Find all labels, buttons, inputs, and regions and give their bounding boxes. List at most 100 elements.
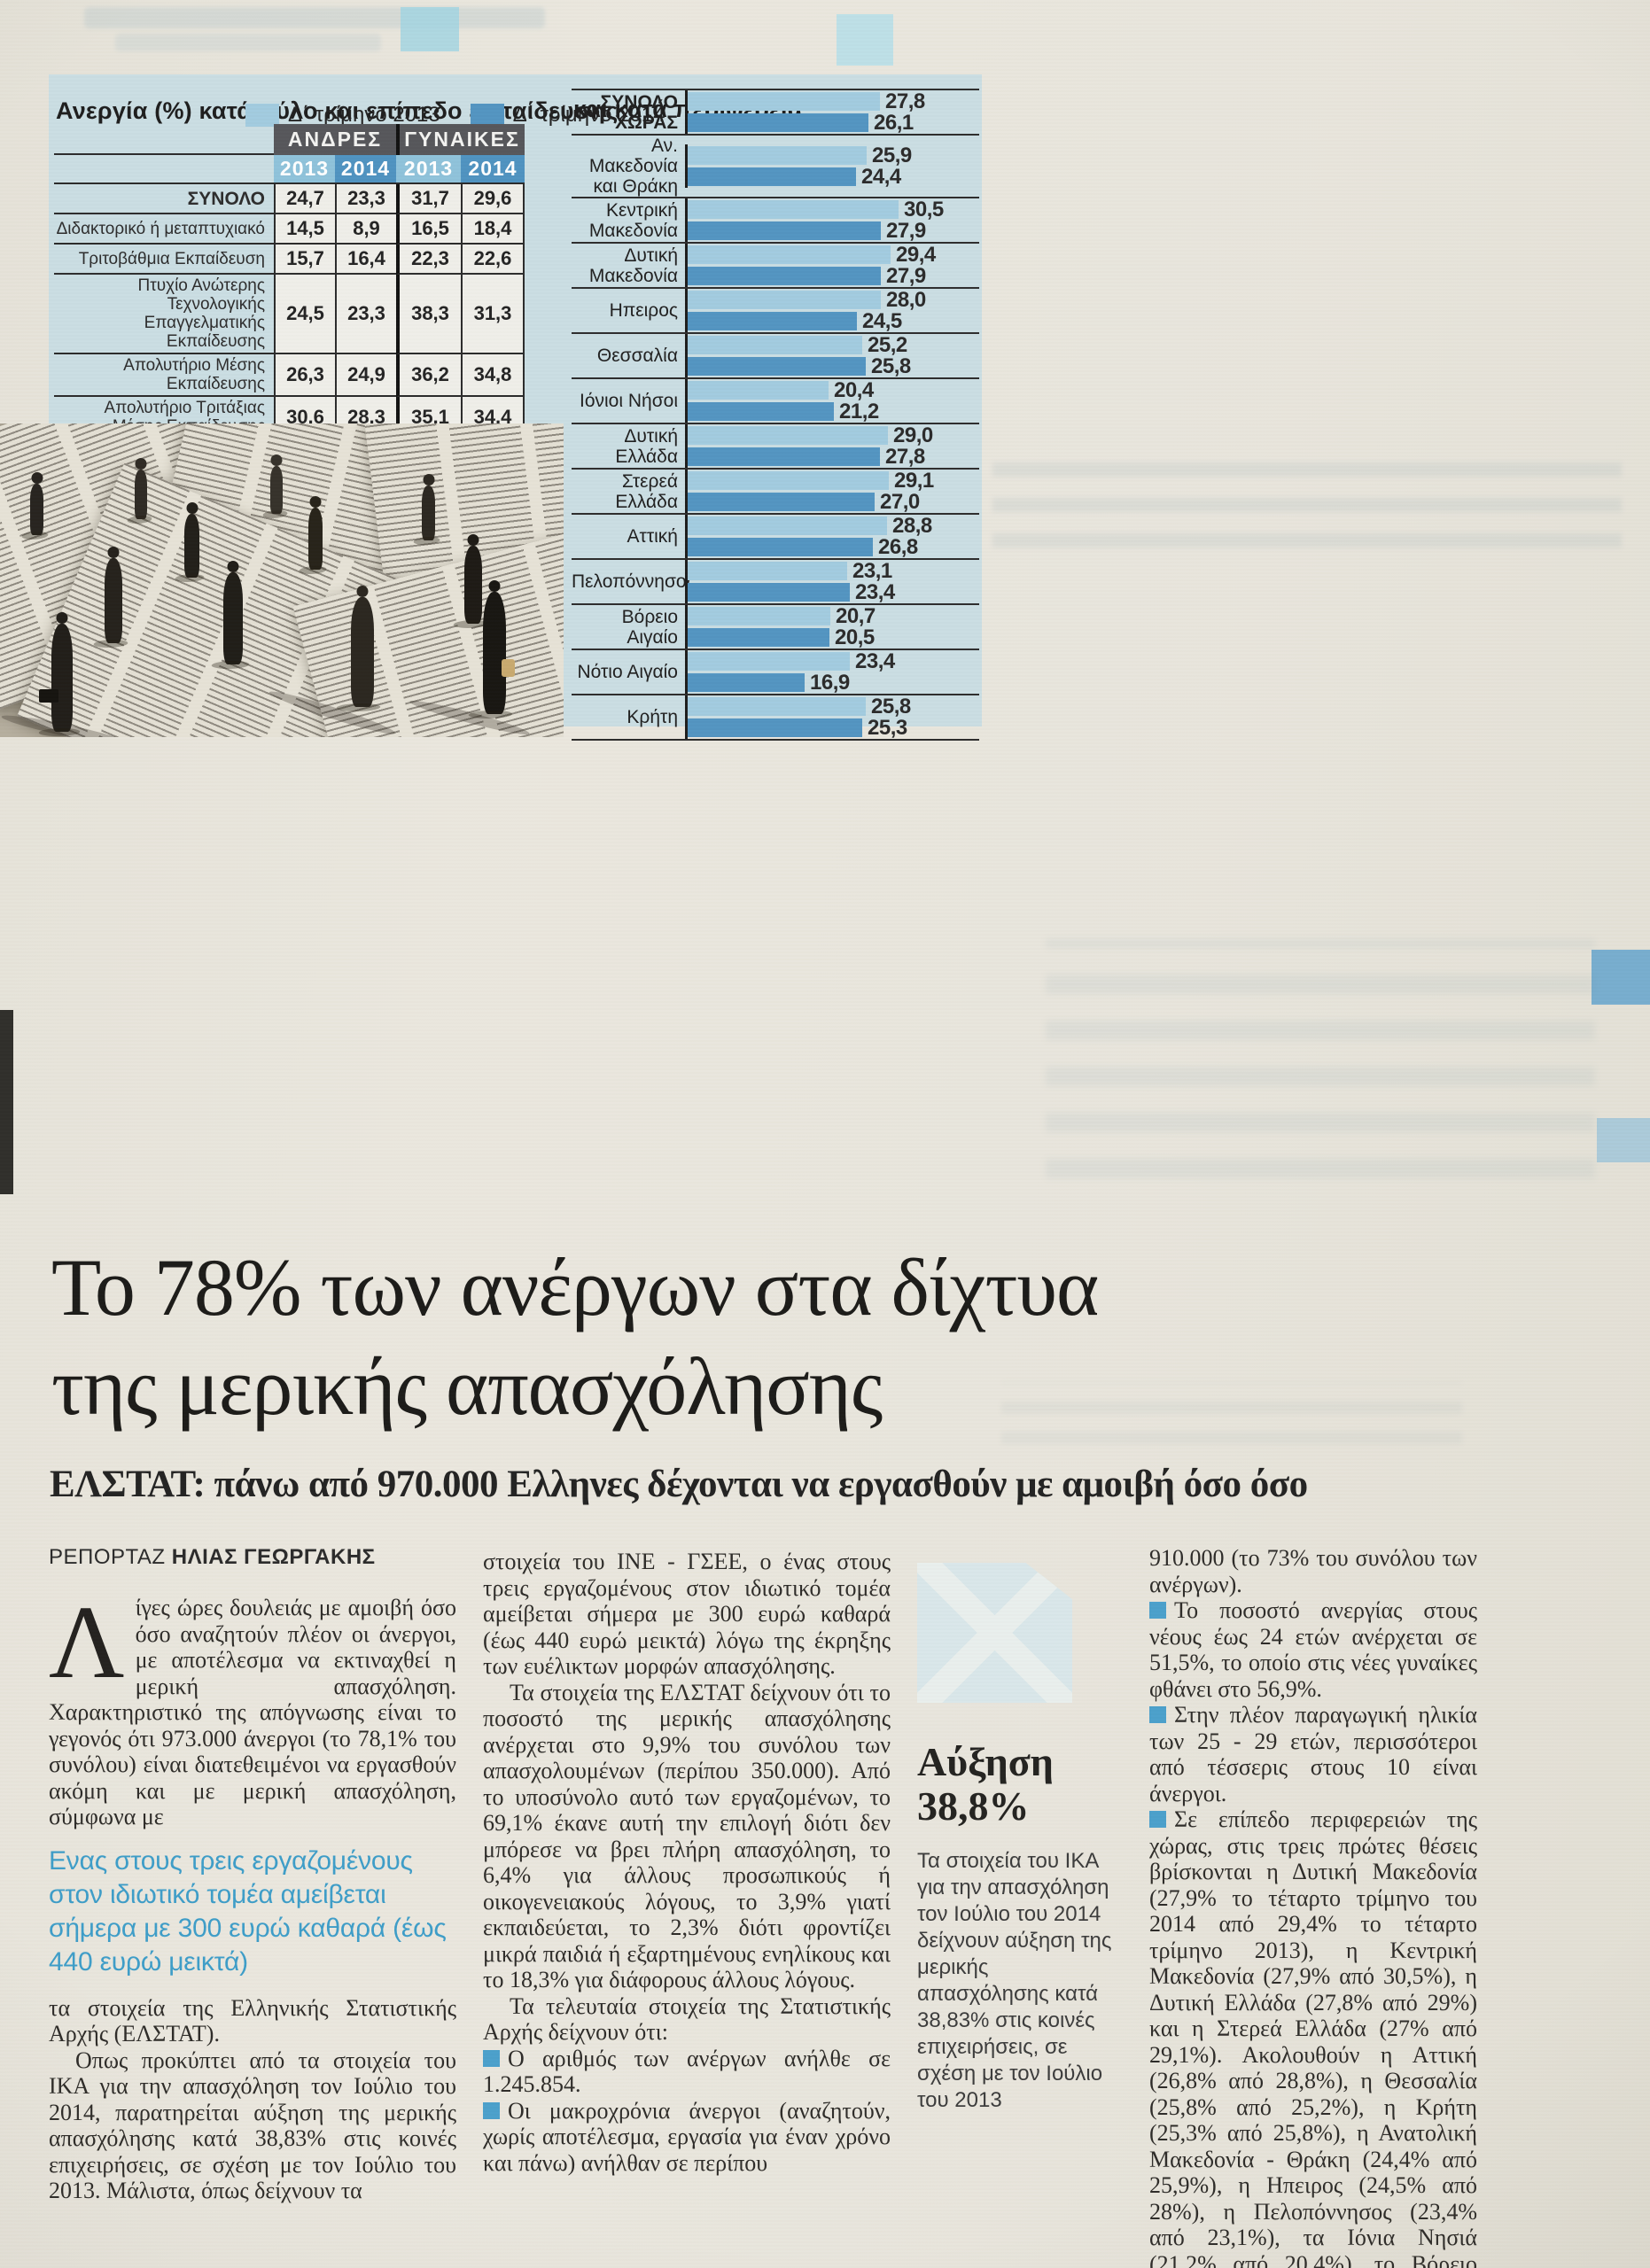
person-silhouette [308,508,323,570]
region-bars: 29,0 27,8 [685,423,979,469]
bullet-text: Στην πλέον παραγωγική ηλικία των 25 - 29… [1149,1702,1477,1806]
region-bar-line: 25,8 [688,694,979,718]
bullet-item: Σε επίπεδο περιφερειών της χώρας, στις τ… [1149,1806,1477,2268]
region-bar-line: 23,4 [688,649,979,673]
region-bar-line: 30,5 [688,198,979,221]
person-silhouette [184,514,199,578]
bar-value-label: 24,4 [861,164,901,189]
article-column-4: 910.000 (το 73% του συνόλου των ανέργων)… [1149,1540,1477,2268]
region-label: Νότιο Αιγαίο [577,662,678,682]
region-label: Δυτική Ελλάδα [615,425,678,467]
bullet-square-icon [483,2049,500,2067]
region-bar-line: 27,0 [688,490,979,514]
region-bar-line: 20,7 [688,604,979,628]
bleed-through-text [992,441,1622,548]
bar-2013 [688,336,862,354]
region-bar-line: 24,4 [688,165,979,189]
bullet-item: Το ποσοστό ανεργίας στους νέους έως 24 ε… [1149,1597,1477,1702]
region-bars: 27,8 26,1 [685,89,979,135]
region-row: ΣΥΝΟΛΟ ΧΩΡΑΣ 27,8 26,1 [572,89,979,136]
region-label: Αττική [627,526,678,547]
education-chart-title: Ανεργία (%) κατά φύλο και επίπεδο εκπαίδ… [56,97,619,125]
bar-2014 [688,312,857,330]
region-bars: 20,7 20,5 [685,604,979,649]
scan-artifact [837,14,893,66]
region-bar-chart: ΣΥΝΟΛΟ ΧΩΡΑΣ 27,8 26,1 Αν. Μακεδονία και Θρ… [572,89,979,741]
bar-value-label: 26,1 [874,110,914,135]
bullet-text: Σε επίπεδο περιφερειών της χώρας, στις τ… [1149,1806,1477,2268]
edu-value-cell: 18,4 [461,214,525,245]
bar-2014 [688,167,856,186]
region-row: Κεντρική Μακεδονία 30,5 27,9 [572,198,979,244]
bar-2013 [688,562,847,580]
region-bar-line: 28,0 [688,288,979,312]
edu-group-header: ΑΝΔΡΕΣ [274,124,396,155]
region-label: Στερεά Ελλάδα [615,470,678,512]
bar-2014 [688,718,862,737]
headline-line1: Το 78% των ανέργων στα δίχτυα [51,1241,1099,1332]
edu-value-cell: 24,9 [335,354,396,397]
headline: Το 78% των ανέργων στα δίχτυα της μερικής… [51,1238,1099,1436]
legend-swatch-icon [470,104,504,127]
bar-value-label: 28,0 [886,287,926,312]
edu-value-cell: 16,5 [396,214,461,245]
bullet-text: Το ποσοστό ανεργίας στους νέους έως 24 ε… [1149,1597,1477,1702]
bar-value-label: 20,4 [834,377,874,402]
region-label: Κρήτη [627,707,678,727]
region-bars: 23,1 23,4 [685,559,979,604]
bleed-through-text [115,34,381,51]
edu-value-cell: 24,7 [274,184,335,214]
bullet-square-icon [1149,1811,1166,1828]
region-bars: 20,4 21,2 [685,377,979,423]
bar-value-label: 23,4 [855,579,895,604]
bar-value-label: 27,9 [886,263,926,288]
handbag [502,659,515,677]
bar-value-label: 25,8 [871,694,911,718]
bar-2013 [688,471,889,490]
edu-year-header: 2013 [274,155,335,184]
edu-value-cell: 16,4 [335,245,396,275]
region-bars: 28,8 26,8 [685,514,979,559]
person-silhouette [223,572,243,664]
byline-name: ΗΛΙΑΣ ΓΕΩΡΓΑΚΗΣ [171,1545,376,1569]
bar-2014 [688,267,881,285]
edu-row-label: Τριτοβάθμια Εκπαίδευση [54,245,274,275]
bar-value-label: 21,2 [839,399,879,423]
region-bar-line: 26,1 [688,111,979,135]
bar-value-label: 29,4 [896,242,936,267]
edu-year-header: 2014 [461,155,525,184]
edu-value-cell: 36,2 [396,354,461,397]
bar-2013 [688,652,850,671]
edu-table-corner [54,124,274,155]
region-bar-line: 25,8 [688,354,979,378]
bar-value-label: 26,8 [878,534,918,559]
region-bar-line: 25,2 [688,333,979,357]
region-bar-line: 26,8 [688,535,979,559]
paragraph: Τα τελευταία στοιχεία της Στατιστικής Αρ… [483,1992,891,2046]
region-label: Πελοπόννησος [572,571,696,592]
region-label: Κεντρική Μακεδονία [588,199,678,241]
person-silhouette [483,592,506,714]
region-label: ΣΥΝΟΛΟ ΧΩΡΑΣ [600,91,678,133]
edu-row-label: Διδακτορικό ή μεταπτυχιακό [54,214,274,245]
edu-row-label: Πτυχίο Ανώτερης Τεχνολογικής Επαγγελματι… [54,275,274,354]
bullet-square-icon [1149,1706,1166,1723]
region-bars: 25,9 24,4 [685,144,979,189]
region-bar-line: 27,8 [688,445,979,469]
bar-value-label: 25,2 [868,332,907,357]
region-bars: 29,1 27,0 [685,469,979,514]
region-label: Δυτική Μακεδονία [588,245,678,286]
adjacent-page-fragment [1592,950,1650,1005]
sidebar-title-line2: 38,8% [917,1783,1030,1829]
region-row: Νότιο Αιγαίο 23,4 16,9 [572,649,979,695]
scan-artifact [401,7,459,51]
region-bar-line: 29,0 [688,423,979,447]
region-bar-line: 16,9 [688,671,979,695]
person-silhouette [464,546,482,624]
paragraph: Τα στοιχεία της ΕΛΣΤΑΤ δείχνουν ότι το π… [483,1679,891,1993]
region-row: Βόρειο Αιγαίο 20,7 20,5 [572,604,979,650]
